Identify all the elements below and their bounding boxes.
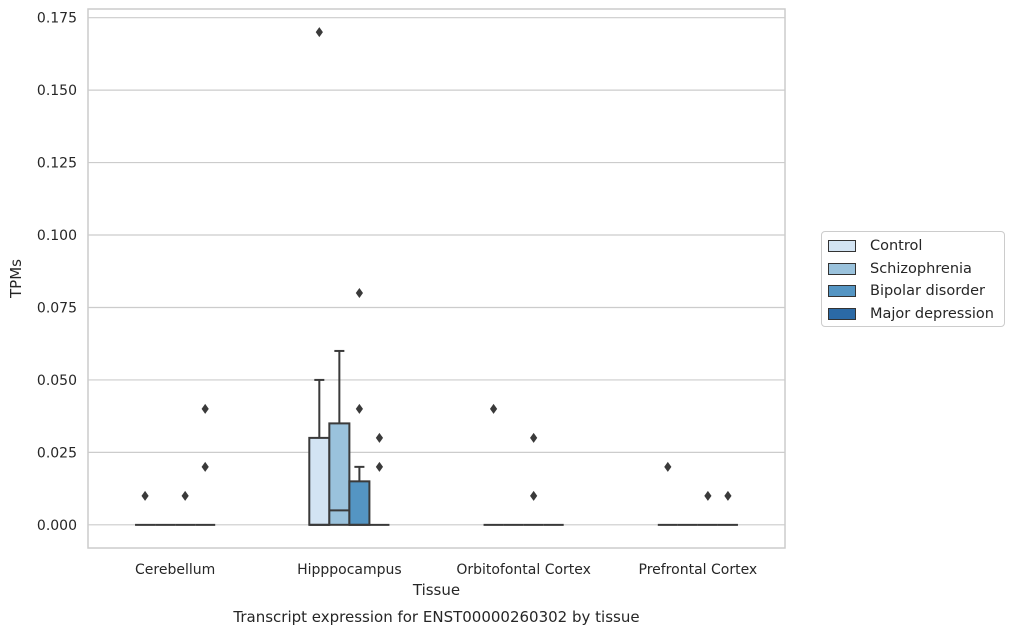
box-3-1	[369, 432, 390, 526]
outlier-point	[530, 432, 538, 443]
box-0-2	[483, 403, 504, 526]
y-tick-label-0: 0.000	[37, 518, 77, 534]
y-tick-labels: 0.000 0.025 0.050 0.075 0.100 0.125 0.150 0.175	[37, 11, 77, 534]
legend-swatch	[828, 285, 856, 298]
y-tick-label-5: 0.125	[37, 156, 77, 172]
grid-layer	[88, 17, 785, 526]
outlier-point	[489, 403, 498, 414]
box-layer	[135, 27, 738, 526]
box-3-3	[717, 490, 738, 526]
box-body	[308, 436, 331, 526]
box-1-1	[328, 349, 351, 526]
box-2-0	[175, 490, 196, 526]
outlier-point	[181, 490, 189, 501]
legend-item: Schizophrenia	[828, 258, 1004, 281]
legend-label: Major depression	[870, 305, 994, 322]
box-body	[328, 422, 351, 526]
legend-swatch	[828, 307, 856, 320]
outlier-point	[530, 490, 538, 501]
box-2-3	[697, 490, 718, 526]
x-tick-labels: Cerebellum Hipppocampus Orbitofontal Corte…	[135, 562, 757, 578]
box-2-2	[523, 432, 544, 526]
legend-label: Schizophrenia	[870, 260, 972, 277]
outlier-point	[315, 27, 323, 38]
box-0-3	[657, 461, 678, 526]
y-tick-label-1: 0.025	[37, 445, 77, 461]
x-tick-label-3: Prefrontal Cortex	[639, 562, 758, 578]
x-tick-label-0: Cerebellum	[135, 562, 215, 578]
legend-swatch	[828, 240, 856, 253]
x-tick-label-1: Hipppocampus	[297, 562, 402, 578]
legend-label: Bipolar disorder	[870, 283, 985, 300]
box-body	[348, 480, 371, 526]
legend: Control Schizophrenia Bipolar disorder Majo…	[821, 231, 1005, 327]
y-tick-label-2: 0.050	[37, 373, 77, 389]
x-tick-label-2: Orbitofontal Cortex	[456, 562, 591, 578]
outlier-point	[355, 403, 363, 414]
legend-item: Control	[828, 235, 1004, 258]
outlier-point	[355, 287, 363, 298]
outlier-point	[201, 403, 209, 414]
chart-title: Transcript expression for ENST0000026030…	[232, 608, 639, 626]
outlier-point	[724, 490, 732, 501]
box-2-1	[348, 287, 371, 526]
y-tick-label-3: 0.075	[37, 300, 77, 316]
y-axis-title: TPMs	[7, 259, 25, 299]
y-tick-label-7: 0.175	[37, 11, 77, 27]
plot-frame	[87, 8, 786, 549]
outlier-point	[664, 461, 672, 472]
outlier-point	[704, 490, 712, 501]
legend-item: Bipolar disorder	[828, 280, 1004, 303]
x-axis-title: Tissue	[412, 581, 460, 599]
outlier-point	[201, 461, 209, 472]
legend-item: Major depression	[828, 303, 1004, 326]
legend-label: Control	[870, 238, 923, 255]
box-0-1	[308, 27, 331, 526]
outlier-point	[375, 461, 384, 472]
outlier-point	[141, 490, 149, 501]
box-0-0	[135, 490, 156, 526]
box-3-0	[195, 403, 216, 526]
outlier-point	[375, 432, 384, 443]
y-tick-label-4: 0.100	[37, 228, 77, 244]
legend-swatch	[828, 262, 856, 275]
y-tick-label-6: 0.150	[37, 83, 77, 99]
